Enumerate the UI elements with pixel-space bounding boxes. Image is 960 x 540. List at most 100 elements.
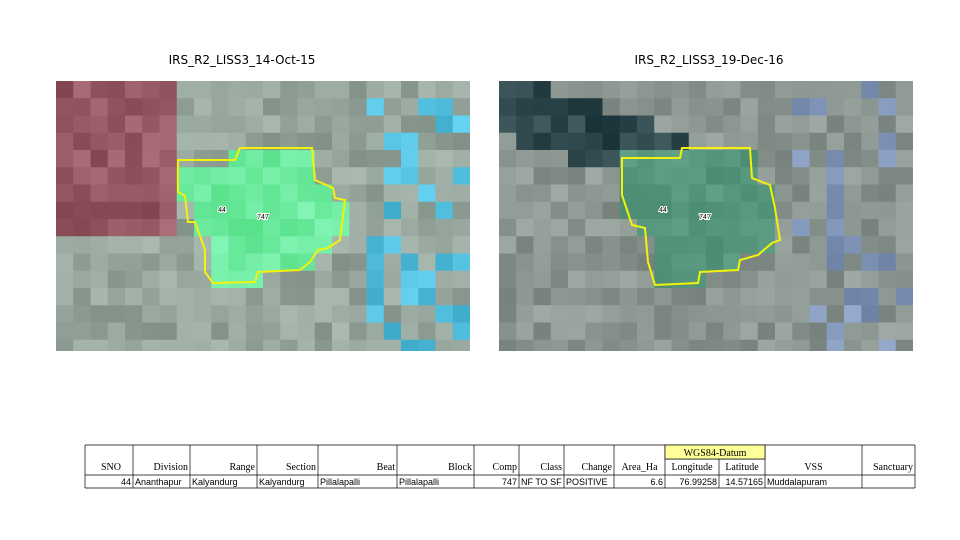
satellite-image: 44 747 <box>56 81 470 351</box>
table-cell: 6.6 <box>650 477 663 487</box>
image-pixel <box>194 98 212 116</box>
image-pixel <box>792 270 810 289</box>
image-pixel <box>533 132 552 151</box>
image-pixel <box>706 270 724 289</box>
image-pixel <box>194 132 212 151</box>
image-pixel <box>366 339 385 351</box>
table-cell: Kalyandurg <box>259 477 305 487</box>
image-pixel <box>194 322 212 341</box>
image-pixel <box>550 236 569 254</box>
image-pixel <box>142 150 160 168</box>
image-pixel <box>142 201 160 220</box>
image-pixel <box>568 98 586 116</box>
image-pixel <box>142 236 160 254</box>
map-label: 44 <box>659 207 667 214</box>
image-pixel <box>792 322 810 341</box>
image-pixel <box>516 201 534 220</box>
image-pixel <box>366 81 385 99</box>
map-label: 44 <box>218 207 226 214</box>
image-pixel <box>452 150 470 168</box>
image-pixel <box>107 339 126 351</box>
image-pixel <box>619 288 638 306</box>
image-pixel <box>176 132 195 151</box>
image-pixel <box>826 253 845 272</box>
image-pixel <box>142 167 160 185</box>
image-pixel <box>499 81 517 99</box>
image-pixel <box>844 81 862 99</box>
image-pixel <box>792 201 810 220</box>
image-pixel <box>90 322 109 341</box>
image-pixel <box>349 81 367 99</box>
image-pixel <box>245 339 264 351</box>
image-pixel <box>280 132 298 151</box>
image-pixel <box>228 322 247 341</box>
image-pixel <box>107 288 126 306</box>
table-cell: 76.99258 <box>679 477 717 487</box>
image-pixel <box>314 288 333 306</box>
image-pixel <box>263 339 281 351</box>
image-pixel <box>332 150 350 168</box>
image-pixel <box>383 219 402 237</box>
image-pixel <box>228 150 247 168</box>
image-pixel <box>688 322 707 341</box>
image-pixel <box>637 184 655 203</box>
image-pixel <box>499 288 517 306</box>
image-pixel <box>107 322 126 341</box>
image-pixel <box>550 201 569 220</box>
image-pixel <box>533 339 552 351</box>
image-pixel <box>332 288 350 306</box>
image-pixel <box>176 115 195 134</box>
image-pixel <box>516 81 534 99</box>
image-pixel <box>349 219 367 237</box>
image-pixel <box>619 98 638 116</box>
image-pixel <box>263 201 281 220</box>
image-pixel <box>125 81 143 99</box>
image-pixel <box>314 150 333 168</box>
image-pixel <box>90 305 109 323</box>
table-cell: Ananthapur <box>135 477 182 487</box>
image-pixel <box>297 184 316 203</box>
image-pixel <box>194 150 212 168</box>
image-pixel <box>775 201 793 220</box>
image-pixel <box>176 150 195 168</box>
image-pixel <box>383 167 402 185</box>
image-pixel <box>435 322 454 341</box>
image-pixel <box>211 270 229 289</box>
image-pixel <box>602 132 621 151</box>
image-pixel <box>550 305 569 323</box>
image-pixel <box>366 219 385 237</box>
image-pixel <box>861 201 879 220</box>
image-pixel <box>619 115 638 134</box>
image-pixel <box>723 253 741 272</box>
image-pixel <box>585 81 603 99</box>
image-pixel <box>826 339 845 351</box>
image-pixel <box>706 253 724 272</box>
image-pixel <box>861 132 879 151</box>
image-pixel <box>228 288 247 306</box>
image-pixel <box>844 305 862 323</box>
image-pixel <box>263 132 281 151</box>
image-pixel <box>159 288 178 306</box>
table-header: Block <box>448 462 472 473</box>
image-pixel <box>383 236 402 254</box>
image-pixel <box>349 236 367 254</box>
image-pixel <box>176 339 195 351</box>
image-pixel <box>775 167 793 185</box>
image-pixel <box>740 150 759 168</box>
image-pixel <box>263 253 281 272</box>
image-pixel <box>56 150 74 168</box>
image-pixel <box>142 115 160 134</box>
image-pixel <box>366 150 385 168</box>
image-pixel <box>602 305 621 323</box>
image-pixel <box>826 305 845 323</box>
image-pixel <box>314 219 333 237</box>
image-pixel <box>263 236 281 254</box>
image-pixel <box>809 288 828 306</box>
image-pixel <box>401 98 419 116</box>
image-pixel <box>211 115 229 134</box>
image-pixel <box>401 115 419 134</box>
image-pixel <box>90 201 109 220</box>
image-pixel <box>211 167 229 185</box>
image-pixel <box>723 270 741 289</box>
image-pixel <box>499 322 517 341</box>
